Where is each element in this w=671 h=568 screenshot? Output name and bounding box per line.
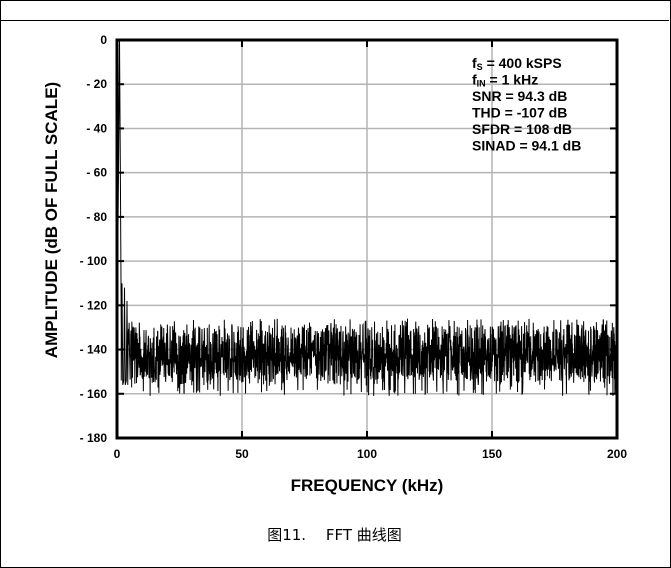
- y-tick-label: - 80: [86, 210, 107, 224]
- y-tick-label: - 180: [80, 431, 108, 445]
- y-tick-label: 0: [100, 33, 107, 47]
- x-tick-label: 100: [357, 447, 377, 461]
- y-axis-label: AMPLITUDE (dB OF FULL SCALE): [42, 82, 61, 358]
- annotation-sinad: SINAD = 94.1 dB: [472, 138, 581, 154]
- figure-caption: 图11. FFT 曲线图: [267, 526, 402, 544]
- y-tick-label: - 140: [80, 343, 108, 357]
- annotation-fs: fS = 400 kSPS: [472, 55, 562, 72]
- y-tick-label: - 40: [86, 121, 107, 135]
- annotation-fin: fIN = 1 kHz: [472, 72, 538, 89]
- y-tick-label: - 120: [80, 298, 108, 312]
- y-tick-label: - 100: [80, 254, 108, 268]
- top-rule: [0, 20, 669, 21]
- y-tick-label: - 160: [80, 387, 108, 401]
- x-tick-label: 150: [482, 447, 502, 461]
- x-tick-label: 50: [235, 447, 249, 461]
- annotation-snr: SNR = 94.3 dB: [472, 88, 567, 104]
- fft-trace: [116, 39, 618, 396]
- x-tick-label: 0: [114, 447, 121, 461]
- x-tick-label: 200: [607, 447, 627, 461]
- y-tick-label: - 60: [86, 166, 107, 180]
- y-tick-label: - 20: [86, 77, 107, 91]
- tick-labels: 0 - 20 - 40 - 60 - 80 - 100 - 120 - 140 - 160 - 1…: [80, 33, 628, 461]
- annotation-thd: THD = -107 dB: [472, 105, 567, 121]
- x-axis-label: FREQUENCY (kHz): [291, 476, 444, 495]
- axis-ticks: [116, 39, 618, 439]
- fft-spectrum-line: [116, 39, 618, 396]
- annotation-sfdr: SFDR = 108 dB: [472, 121, 572, 137]
